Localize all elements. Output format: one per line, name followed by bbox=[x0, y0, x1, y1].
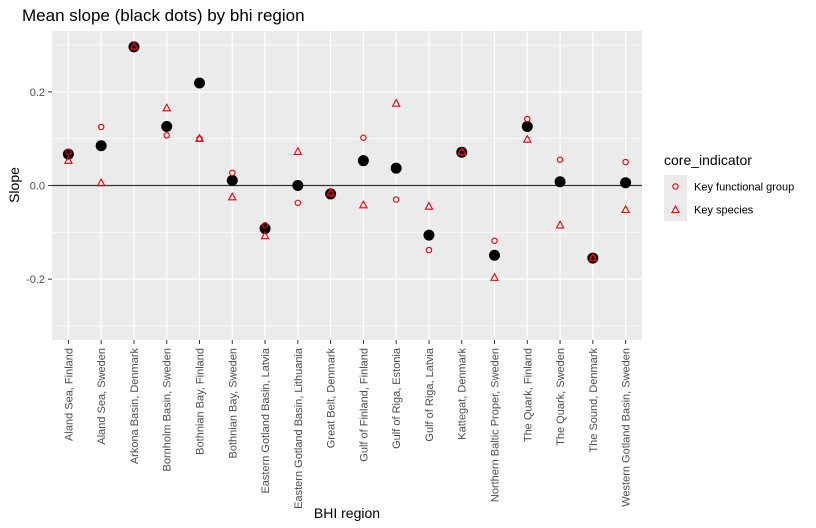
key-species-point bbox=[293, 146, 303, 155]
legend-triangle-symbol bbox=[670, 204, 681, 214]
x-axis: Aland Sea, Finland Aland Sea, Sweden Arkon… bbox=[63, 340, 633, 509]
key-species-point bbox=[457, 146, 467, 155]
x-tick-label: Arkona Basin, Denmark bbox=[129, 348, 141, 465]
mean-point bbox=[554, 176, 566, 188]
x-tick-label: Aland Sea, Finland bbox=[63, 348, 75, 441]
mean-point bbox=[620, 177, 632, 189]
key-functional-group-point bbox=[425, 246, 433, 254]
mean-point bbox=[456, 146, 468, 158]
y-tick-label: 0.2 bbox=[30, 87, 45, 99]
mean-point bbox=[521, 121, 533, 133]
x-tick-label: Northern Baltic Proper, Sweden bbox=[490, 348, 502, 502]
key-functional-group-point bbox=[229, 169, 236, 177]
legend-label: Key functional group bbox=[694, 182, 794, 194]
mean-point bbox=[292, 180, 304, 191]
key-functional-group-point bbox=[294, 199, 302, 207]
key-functional-group-point bbox=[65, 148, 72, 156]
key-species-point bbox=[260, 230, 270, 240]
key-functional-group-point bbox=[491, 237, 498, 244]
key-species-point bbox=[96, 178, 106, 187]
legend-label: Key species bbox=[694, 205, 754, 217]
x-tick-label: The Quark, Sweden bbox=[555, 348, 567, 446]
key-functional-group-point bbox=[524, 115, 531, 123]
chart-title: Mean slope (black dots) by bhi region bbox=[22, 6, 305, 25]
x-tick-label: Eastern Gotland Basin, Latvia bbox=[260, 347, 272, 493]
y-tick-label: 0.0 bbox=[30, 181, 45, 193]
key-functional-group-point bbox=[392, 196, 400, 203]
key-species-point bbox=[489, 272, 500, 281]
mean-point bbox=[489, 249, 500, 261]
key-functional-group-point bbox=[261, 222, 269, 229]
x-tick-label: Western Gotland Basin, Sweden bbox=[621, 348, 633, 507]
legend-title: core_indicator bbox=[664, 152, 752, 168]
data-points bbox=[62, 41, 632, 281]
key-species-point bbox=[358, 200, 368, 209]
key-species-point bbox=[227, 192, 237, 201]
key-species-point bbox=[326, 187, 336, 196]
x-tick-label: Bothnian Bay, Sweden bbox=[227, 348, 239, 458]
x-axis-title: BHI region bbox=[314, 505, 380, 521]
x-tick-label: Bothnian Bay, Finland bbox=[195, 348, 207, 455]
y-axis-title: Slope bbox=[6, 167, 22, 203]
mean-point bbox=[390, 162, 402, 174]
key-functional-group-point bbox=[556, 156, 564, 164]
key-species-point bbox=[129, 41, 139, 50]
mean-point bbox=[226, 174, 238, 186]
mean-point bbox=[357, 155, 369, 167]
x-tick-label: Eastern Gotland Basin, Lithuania bbox=[293, 347, 305, 509]
x-tick-label: Aland Sea, Sweden bbox=[96, 348, 108, 445]
key-species-point bbox=[522, 134, 532, 143]
key-species-point bbox=[194, 133, 205, 142]
key-species-point bbox=[391, 98, 401, 107]
mean-point bbox=[194, 77, 205, 89]
key-species-point bbox=[621, 204, 631, 213]
mean-point bbox=[161, 121, 173, 133]
mean-point bbox=[128, 41, 140, 53]
x-tick-label: Bornholm Basin, Sweden bbox=[162, 348, 174, 472]
x-tick-label: Gulf of Riga, Estonia bbox=[391, 347, 403, 449]
x-tick-label: Kattegat, Denmark bbox=[457, 348, 469, 440]
key-species-point bbox=[588, 252, 598, 262]
key-functional-group-point bbox=[360, 134, 367, 141]
mean-point bbox=[95, 140, 107, 152]
key-species-point bbox=[424, 201, 434, 210]
x-tick-label: Gulf of Riga, Latvia bbox=[424, 347, 436, 441]
y-tick-label: -0.2 bbox=[26, 274, 45, 286]
key-functional-group-point bbox=[622, 158, 629, 166]
key-functional-group-point bbox=[97, 123, 105, 131]
y-axis: -0.2 0.0 0.2 bbox=[26, 87, 52, 286]
key-species-point bbox=[162, 103, 172, 112]
minor-gridlines bbox=[52, 44, 642, 327]
legend-key bbox=[664, 175, 687, 198]
key-species-point bbox=[555, 220, 565, 229]
key-species-point bbox=[63, 155, 73, 164]
legend: core_indicator Key functional group Key s… bbox=[664, 152, 794, 221]
mean-point bbox=[423, 229, 435, 241]
x-tick-label: Great Belt, Denmark bbox=[326, 348, 338, 449]
key-functional-group-point bbox=[163, 132, 170, 139]
mean-point bbox=[325, 188, 337, 200]
x-tick-label: The Quark, Finland bbox=[522, 348, 534, 442]
legend-key bbox=[664, 198, 687, 221]
x-tick-label: The Sound, Denmark bbox=[588, 348, 600, 453]
x-tick-label: Gulf of Finland, Finland bbox=[358, 348, 370, 462]
legend-circle-symbol bbox=[672, 183, 679, 190]
